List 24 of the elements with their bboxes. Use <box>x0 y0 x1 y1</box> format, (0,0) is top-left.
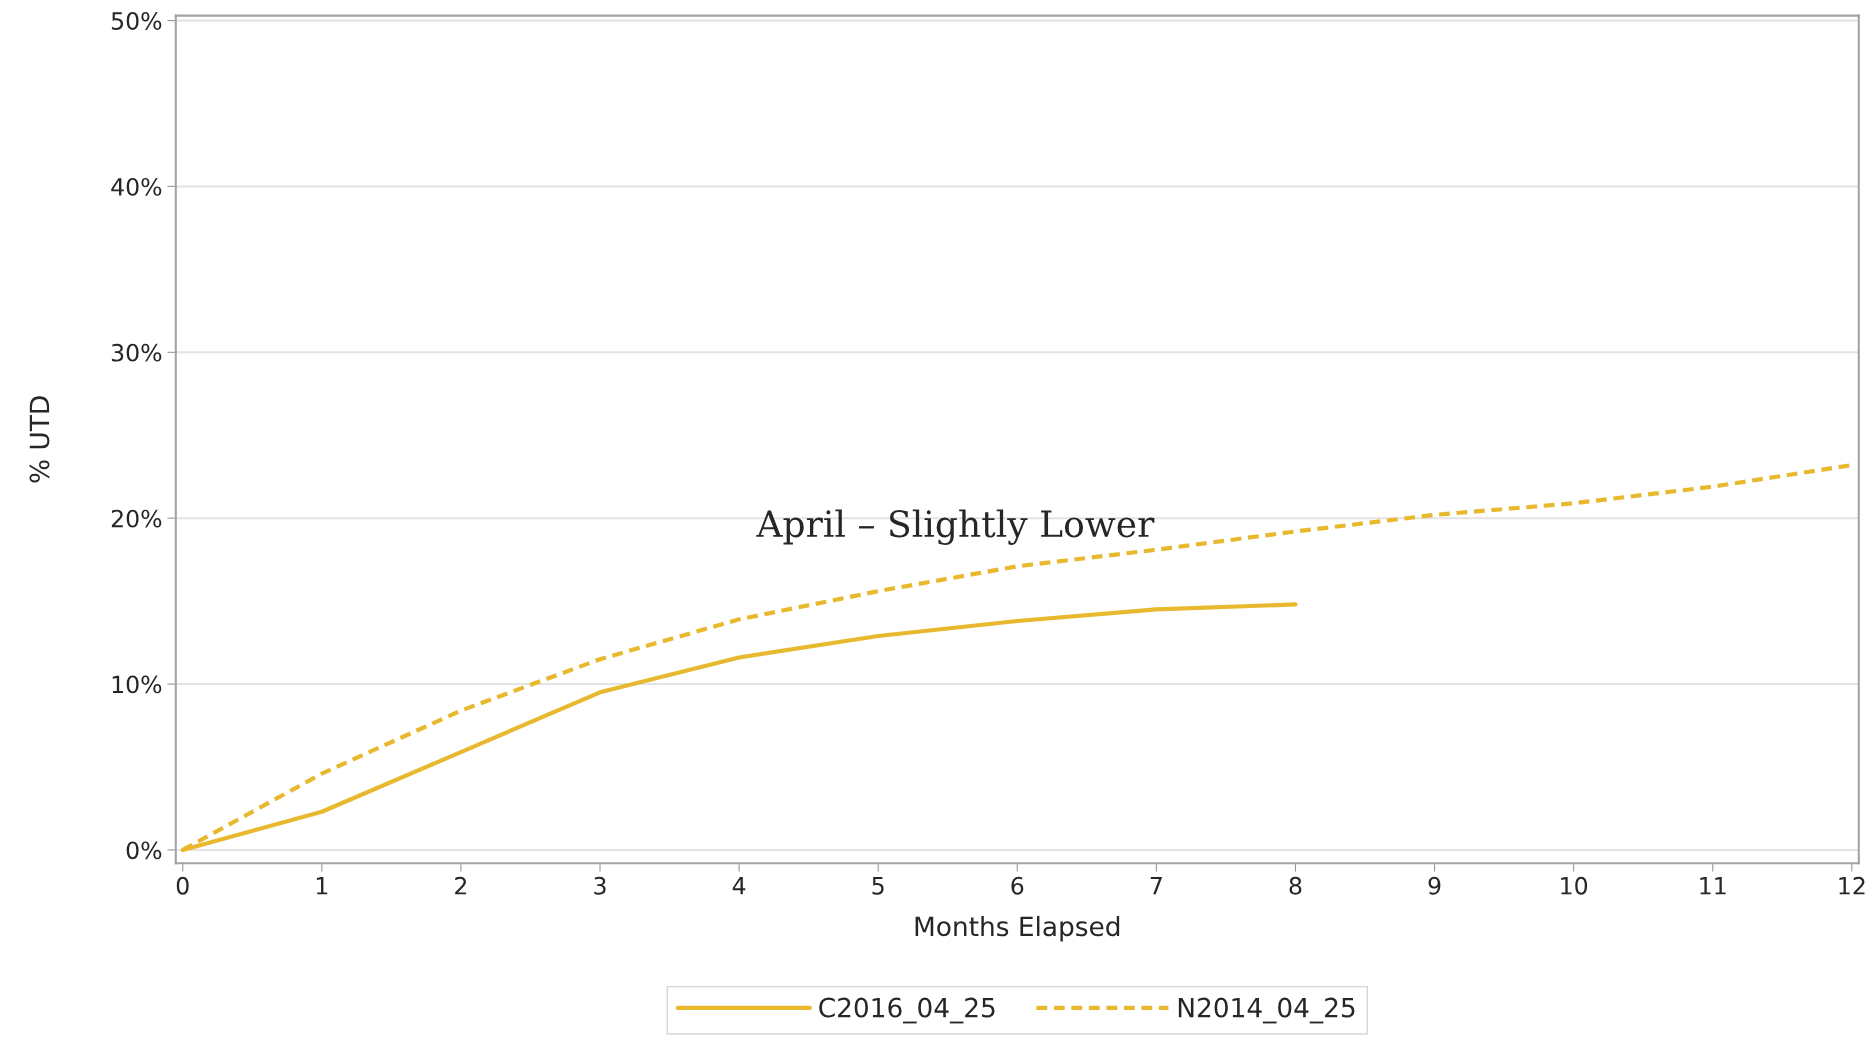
x-tick-label: 9 <box>1428 876 1441 895</box>
x-tick-label: 1 <box>316 877 328 895</box>
legend-label: C2016_04_25 <box>819 997 995 1024</box>
y-tick-label: 40% <box>111 177 162 196</box>
annotation: April – Slightly Lower <box>756 509 1155 545</box>
x-tick-label: 8 <box>1289 876 1302 895</box>
y-tick-label: 30% <box>111 343 162 362</box>
x-tick-label: 4 <box>732 877 746 895</box>
x-axis-title: Months Elapsed <box>915 915 1120 942</box>
y-tick-label: 20% <box>111 509 162 528</box>
x-tick-label: 0 <box>176 876 189 895</box>
y-tick-label: 0% <box>126 841 162 860</box>
legend-label: N2014_04_25 <box>1178 997 1355 1024</box>
x-tick-label: 2 <box>455 876 467 895</box>
x-tick-label: 11 <box>1700 877 1726 895</box>
y-tick-label: 50% <box>111 12 162 30</box>
x-tick-label: 10 <box>1561 876 1588 895</box>
x-tick-label: 12 <box>1839 876 1865 895</box>
x-tick-label: 6 <box>1011 876 1024 895</box>
x-tick-label: 3 <box>594 876 606 895</box>
y-axis-title: % UTD <box>29 396 50 483</box>
x-tick-label: 5 <box>872 877 884 895</box>
y-tick-label: 10% <box>112 675 162 694</box>
x-tick-label: 7 <box>1150 877 1162 895</box>
